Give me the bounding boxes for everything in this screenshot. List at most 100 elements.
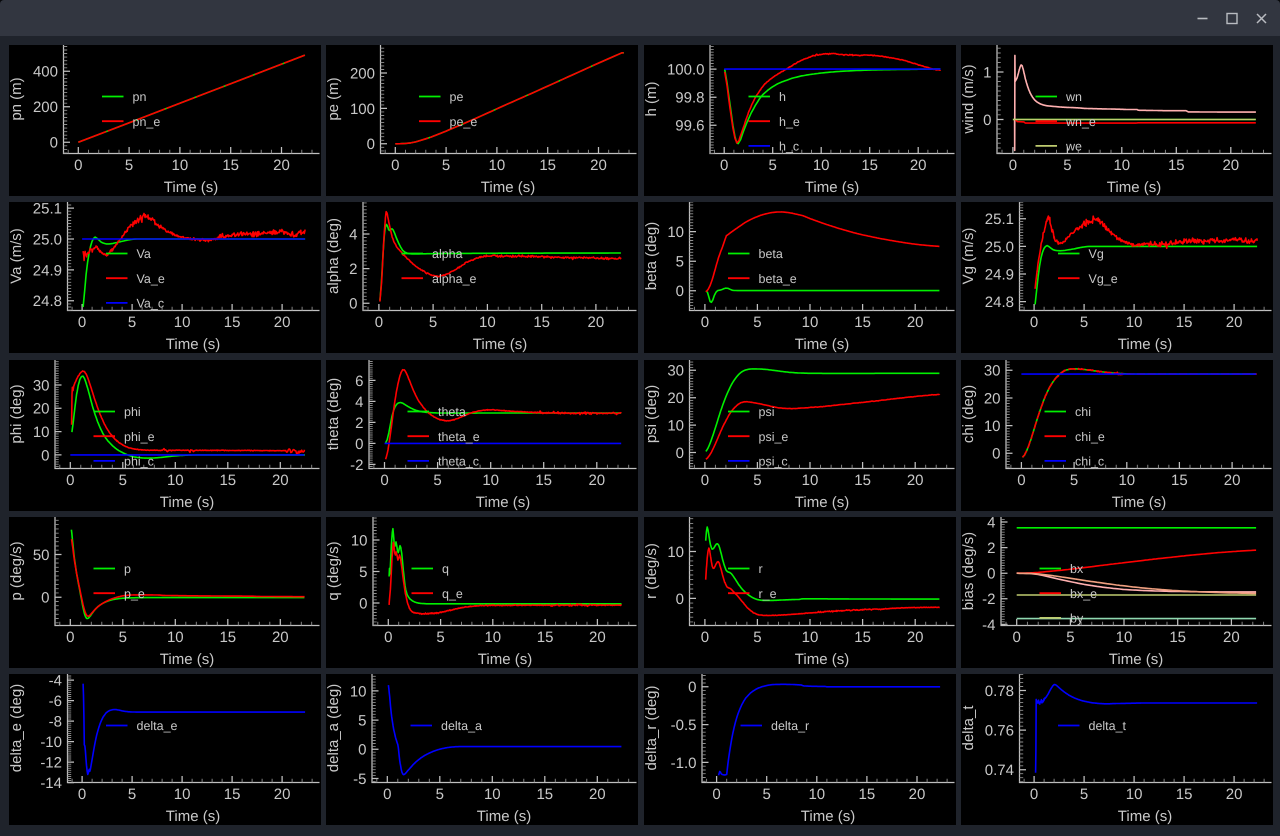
svg-text:Va_c: Va_c xyxy=(137,297,165,311)
svg-text:10: 10 xyxy=(802,629,819,646)
svg-text:p (deg/s): p (deg/s) xyxy=(9,541,25,600)
svg-text:5: 5 xyxy=(125,157,133,174)
svg-text:5: 5 xyxy=(1080,314,1088,331)
svg-text:20: 20 xyxy=(274,786,291,803)
svg-text:10: 10 xyxy=(1118,472,1135,489)
svg-text:1: 1 xyxy=(983,64,991,81)
svg-text:Time (s): Time (s) xyxy=(1112,494,1166,511)
svg-text:5: 5 xyxy=(676,254,684,271)
svg-text:0: 0 xyxy=(78,786,86,803)
svg-text:0: 0 xyxy=(983,112,991,129)
svg-text:24.9: 24.9 xyxy=(985,266,1014,283)
svg-text:-8: -8 xyxy=(49,714,62,731)
svg-text:Time (s): Time (s) xyxy=(1107,179,1161,196)
svg-text:0: 0 xyxy=(66,472,74,489)
svg-text:chi (deg): chi (deg) xyxy=(961,385,977,443)
svg-text:-0.5: -0.5 xyxy=(671,717,697,734)
svg-text:Vg: Vg xyxy=(1089,247,1104,261)
svg-text:20: 20 xyxy=(1223,629,1240,646)
svg-text:10: 10 xyxy=(351,532,368,549)
svg-text:alpha: alpha xyxy=(432,247,463,261)
svg-text:30: 30 xyxy=(667,363,684,380)
svg-text:-2: -2 xyxy=(982,591,995,608)
svg-text:15: 15 xyxy=(224,786,241,803)
svg-text:200: 200 xyxy=(33,99,58,116)
svg-text:20: 20 xyxy=(1226,786,1243,803)
svg-text:we: we xyxy=(1065,140,1082,154)
svg-text:r (deg/s): r (deg/s) xyxy=(644,543,660,599)
svg-text:100.0: 100.0 xyxy=(667,62,705,79)
svg-text:0.76: 0.76 xyxy=(985,723,1014,740)
svg-text:0: 0 xyxy=(1030,786,1038,803)
svg-text:0: 0 xyxy=(701,314,709,331)
svg-text:0: 0 xyxy=(391,157,399,174)
svg-text:5: 5 xyxy=(1066,629,1074,646)
svg-text:delta_e (deg): delta_e (deg) xyxy=(9,684,25,772)
svg-text:Time (s): Time (s) xyxy=(164,179,218,196)
svg-text:alpha (deg): alpha (deg) xyxy=(326,218,342,294)
svg-text:wind (m/s): wind (m/s) xyxy=(961,64,977,134)
svg-text:Time (s): Time (s) xyxy=(795,494,849,511)
svg-text:bx_e: bx_e xyxy=(1070,587,1097,601)
svg-text:30: 30 xyxy=(984,363,1001,380)
svg-text:20: 20 xyxy=(907,629,924,646)
svg-text:400: 400 xyxy=(33,64,58,81)
svg-text:15: 15 xyxy=(1168,157,1185,174)
svg-text:24.8: 24.8 xyxy=(985,294,1014,311)
svg-text:theta_c: theta_c xyxy=(438,455,479,469)
svg-text:Time (s): Time (s) xyxy=(478,651,532,668)
svg-text:delta_a (deg): delta_a (deg) xyxy=(326,684,342,772)
svg-text:-4: -4 xyxy=(49,674,62,690)
svg-text:5: 5 xyxy=(1063,157,1071,174)
svg-text:15: 15 xyxy=(854,314,871,331)
svg-text:0: 0 xyxy=(1030,314,1038,331)
svg-text:10: 10 xyxy=(174,314,191,331)
svg-text:0: 0 xyxy=(358,742,366,759)
svg-text:15: 15 xyxy=(219,472,236,489)
svg-text:20: 20 xyxy=(588,472,605,489)
svg-text:q_e: q_e xyxy=(442,587,463,601)
svg-text:r_e: r_e xyxy=(759,587,777,601)
svg-text:0: 0 xyxy=(78,314,86,331)
svg-text:10: 10 xyxy=(802,472,819,489)
svg-text:p: p xyxy=(124,562,131,576)
svg-text:5: 5 xyxy=(1070,472,1078,489)
svg-text:Va: Va xyxy=(137,247,151,261)
svg-text:0.74: 0.74 xyxy=(985,762,1014,779)
svg-text:10: 10 xyxy=(484,629,501,646)
svg-text:0: 0 xyxy=(676,283,684,300)
svg-text:5: 5 xyxy=(359,564,367,581)
svg-text:10: 10 xyxy=(667,544,684,561)
svg-text:0: 0 xyxy=(359,595,367,612)
svg-text:200: 200 xyxy=(350,65,375,82)
svg-text:0: 0 xyxy=(50,135,58,152)
svg-text:0: 0 xyxy=(41,590,49,607)
svg-text:10: 10 xyxy=(167,629,184,646)
svg-text:10: 10 xyxy=(667,224,684,241)
svg-text:beta_e: beta_e xyxy=(759,272,797,286)
svg-text:psi: psi xyxy=(759,405,775,419)
svg-text:0: 0 xyxy=(375,314,383,331)
svg-text:Time (s): Time (s) xyxy=(160,651,214,668)
svg-text:15: 15 xyxy=(222,157,239,174)
svg-text:Time (s): Time (s) xyxy=(476,494,530,511)
svg-text:0.78: 0.78 xyxy=(985,683,1014,700)
svg-text:2: 2 xyxy=(987,540,995,557)
svg-text:0: 0 xyxy=(688,679,696,696)
svg-text:2: 2 xyxy=(355,415,363,432)
svg-text:0: 0 xyxy=(1013,629,1021,646)
svg-text:5: 5 xyxy=(429,314,437,331)
svg-text:15: 15 xyxy=(854,472,871,489)
svg-text:10: 10 xyxy=(174,786,191,803)
svg-text:psi_c: psi_c xyxy=(759,455,788,469)
svg-text:0: 0 xyxy=(720,157,728,174)
svg-text:psi_e: psi_e xyxy=(759,430,789,444)
svg-text:10: 10 xyxy=(802,314,819,331)
svg-text:20: 20 xyxy=(274,314,291,331)
svg-text:pn: pn xyxy=(133,90,147,104)
svg-text:0: 0 xyxy=(349,296,357,313)
svg-text:5: 5 xyxy=(436,786,444,803)
svg-text:0: 0 xyxy=(383,786,391,803)
svg-text:Time (s): Time (s) xyxy=(1118,808,1172,825)
svg-text:p_e: p_e xyxy=(124,587,145,601)
